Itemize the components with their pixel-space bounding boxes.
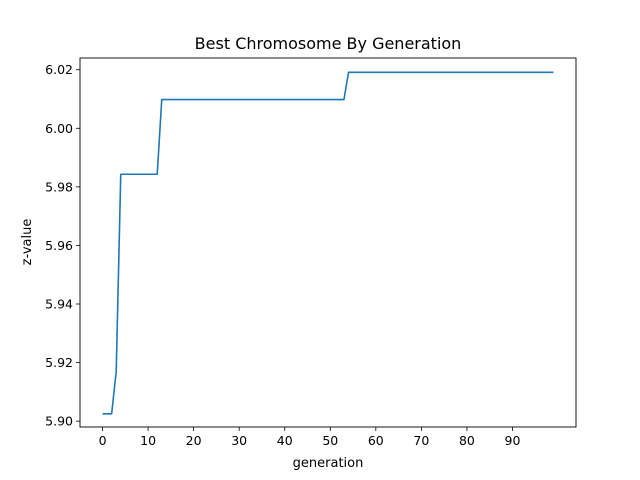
plot-area	[79, 57, 577, 428]
x-tick-label: 10	[140, 433, 156, 448]
x-tick-label: 50	[322, 433, 338, 448]
y-tick-label: 6.02	[45, 62, 73, 77]
x-axis: 0 10 20 30 40 50 60 70 80 90	[99, 427, 521, 448]
x-tick-label: 30	[231, 433, 247, 448]
x-tick-label: 0	[99, 433, 107, 448]
x-tick-label: 90	[505, 433, 521, 448]
y-tick-label: 5.94	[45, 297, 73, 312]
y-tick-label: 6.00	[45, 121, 73, 136]
x-tick-label: 70	[413, 433, 429, 448]
y-tick-label: 5.92	[45, 355, 73, 370]
series-layer	[102, 71, 554, 415]
y-axis: 5.90 5.92 5.94 5.96 5.98 6.00 6.02	[45, 62, 80, 429]
y-axis-label: z-value	[20, 219, 35, 266]
x-tick-label: 20	[186, 433, 202, 448]
y-tick-label: 5.90	[45, 414, 73, 429]
x-tick-label: 80	[459, 433, 475, 448]
y-tick-label: 5.96	[45, 238, 73, 253]
x-axis-label: generation	[293, 456, 364, 471]
x-tick-label: 60	[368, 433, 384, 448]
x-tick-label: 40	[277, 433, 293, 448]
series-line-0	[102, 71, 554, 415]
y-tick-label: 5.98	[45, 179, 73, 194]
chart-title: Best Chromosome By Generation	[195, 34, 462, 53]
